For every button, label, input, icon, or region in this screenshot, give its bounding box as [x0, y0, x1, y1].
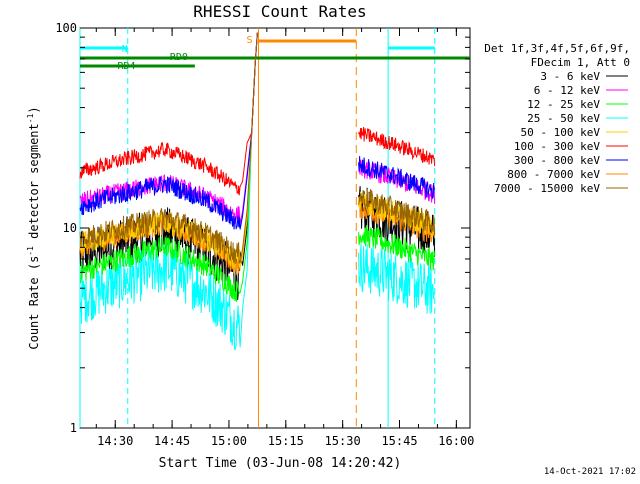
- series-line-post: [358, 126, 436, 167]
- legend-label: 6 - 12 keV: [534, 84, 601, 97]
- x-tick-label: 15:45: [381, 434, 417, 448]
- series-layer: [79, 32, 436, 351]
- series-line-pre: [79, 32, 258, 265]
- legend-label: 100 - 300 keV: [514, 140, 600, 153]
- y-tick-label: 100: [55, 21, 77, 35]
- series-line-post: [358, 189, 436, 236]
- annotation-label: S: [247, 35, 253, 46]
- x-tick-label: 15:15: [268, 434, 304, 448]
- y-axis-label-end: ): [27, 106, 41, 113]
- x-tick-label: 15:00: [211, 434, 247, 448]
- legend-header-2: FDecim 1, Att 0: [531, 56, 630, 69]
- y-tick-label: 10: [63, 221, 77, 235]
- y-axis-label-mid: detector segment: [27, 123, 41, 246]
- legend-label: 7000 - 15000 keV: [494, 182, 600, 195]
- x-axis-label: Start Time (03-Jun-08 14:20:42): [159, 456, 402, 471]
- y-axis-label: Count Rate (s-1 detector segment-1): [26, 106, 41, 349]
- legend-header-1: Det 1f,3f,4f,5f,6f,9f,: [484, 42, 630, 55]
- legend-label: 800 - 7000 keV: [507, 168, 600, 181]
- x-tick-label: 14:45: [154, 434, 190, 448]
- series-line-post: [358, 243, 436, 314]
- x-tick-label: 16:00: [438, 434, 474, 448]
- axes: 14:30 14:45 15:00 15:15 15:30 15:45 16:00 1 10 10…: [55, 21, 474, 448]
- legend-label: 25 - 50 keV: [527, 112, 600, 125]
- y-axis-label-exp1: -1: [26, 246, 35, 256]
- y-tick-label: 1: [70, 421, 77, 435]
- legend-label: 300 - 800 keV: [514, 154, 600, 167]
- y-axis-label-exp2: -1: [26, 113, 35, 123]
- legend-label: 12 - 25 keV: [527, 98, 600, 111]
- series-line-post: [358, 156, 436, 200]
- annotation-label: RD4: [118, 61, 136, 72]
- series-line-pre: [79, 32, 258, 351]
- legend-label: 50 - 100 keV: [521, 126, 601, 139]
- timestamp: 14-Oct-2021 17:02: [544, 467, 636, 477]
- series-line-pre: [79, 32, 258, 230]
- y-axis-label-main: Count Rate (s: [27, 256, 41, 350]
- x-tick-label: 15:30: [325, 434, 361, 448]
- series-line-pre: [79, 32, 258, 224]
- legend: Det 1f,3f,4f,5f,6f,9f, FDecim 1, Att 0 3…: [484, 42, 630, 195]
- chart-title: RHESSI Count Rates: [193, 2, 366, 21]
- series-line-pre: [79, 32, 258, 275]
- x-tick-label: 14:30: [97, 434, 133, 448]
- series-line-pre: [79, 32, 258, 302]
- series-line-post: [358, 225, 436, 271]
- series-line-pre: [79, 32, 258, 196]
- annotation-label: N: [122, 44, 128, 55]
- annotation-label: RD0: [170, 52, 188, 63]
- legend-label: 3 - 6 keV: [540, 70, 600, 83]
